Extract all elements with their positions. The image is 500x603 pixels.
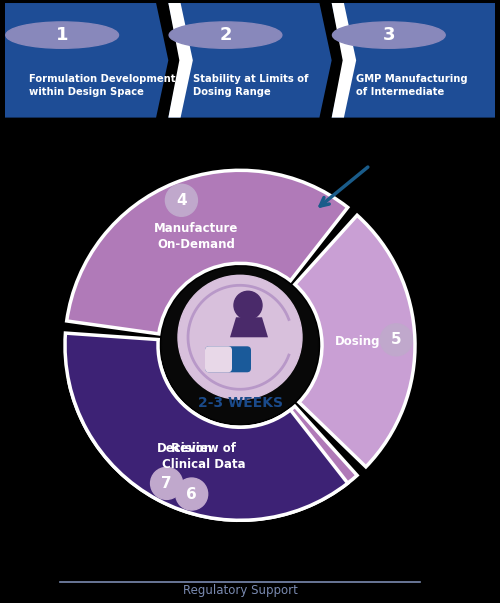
Polygon shape: [168, 3, 332, 118]
Text: 5: 5: [391, 332, 402, 347]
Wedge shape: [69, 362, 357, 520]
Text: 1: 1: [56, 26, 68, 44]
Text: Manufacture
On-Demand: Manufacture On-Demand: [154, 222, 238, 251]
Polygon shape: [5, 3, 168, 118]
Wedge shape: [65, 333, 348, 520]
Circle shape: [162, 267, 318, 423]
FancyBboxPatch shape: [205, 346, 251, 372]
Text: Dosing: Dosing: [334, 335, 380, 348]
Polygon shape: [230, 317, 268, 337]
Text: 2: 2: [219, 26, 232, 44]
Text: Review of
Clinical Data: Review of Clinical Data: [162, 443, 246, 472]
Circle shape: [380, 324, 412, 356]
Polygon shape: [168, 3, 193, 118]
Circle shape: [332, 22, 445, 48]
Polygon shape: [332, 3, 495, 118]
Text: 7: 7: [162, 476, 172, 491]
FancyBboxPatch shape: [205, 346, 232, 372]
Wedge shape: [66, 170, 348, 334]
Circle shape: [234, 291, 262, 320]
Text: GMP Manufacturing
of Intermediate: GMP Manufacturing of Intermediate: [356, 74, 468, 97]
Text: Decision: Decision: [157, 443, 213, 455]
Circle shape: [6, 22, 118, 48]
Text: 4: 4: [176, 193, 186, 208]
Text: 3: 3: [382, 26, 395, 44]
Text: 6: 6: [186, 487, 197, 502]
Text: Formulation Development
within Design Space: Formulation Development within Design Sp…: [30, 74, 176, 97]
Circle shape: [169, 22, 282, 48]
Circle shape: [150, 467, 182, 499]
Text: Regulatory Support: Regulatory Support: [182, 584, 298, 598]
Wedge shape: [295, 215, 415, 467]
Circle shape: [176, 478, 208, 510]
Text: 2-3 WEEKS: 2-3 WEEKS: [198, 396, 282, 410]
Circle shape: [178, 276, 302, 399]
Text: Stability at Limits of
Dosing Range: Stability at Limits of Dosing Range: [193, 74, 308, 97]
Circle shape: [166, 185, 198, 216]
Polygon shape: [332, 3, 356, 118]
